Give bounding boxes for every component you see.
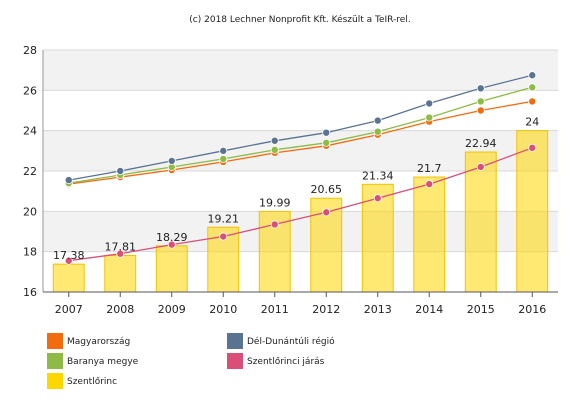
data-label: 17.38 [53,249,85,262]
series-point [425,99,434,108]
series-line [68,74,533,181]
series-point [167,240,176,249]
bar [361,183,394,293]
series-line [68,100,533,185]
series-point [116,249,125,258]
x-tick-label: 2011 [261,303,289,316]
series-point [476,162,485,171]
series-point [425,113,434,122]
x-tick-label: 2015 [467,303,495,316]
series-point [476,84,485,93]
series-line [68,147,533,262]
y-tick-label: 26 [23,84,37,97]
legend: Magyarország Dél-Dunántúli régió Baranya m… [47,333,335,389]
legend-swatch [47,373,63,389]
x-tick-label: 2012 [312,303,340,316]
data-label: 19.21 [208,212,240,225]
series-point [219,232,228,241]
x-tick-label: 2008 [106,303,134,316]
data-label: 18.29 [156,231,188,244]
legend-swatch [47,353,63,369]
y-tick-label: 24 [23,125,37,138]
series-point [270,145,279,154]
series-point [64,176,73,185]
bar [52,263,85,293]
x-tick-label: 2014 [415,303,443,316]
x-tick-label: 2010 [209,303,237,316]
bar [104,254,137,293]
series-point [116,166,125,175]
legend-swatch [227,353,243,369]
bar [413,176,446,293]
data-label: 19.99 [259,197,291,210]
data-label: 20.65 [311,183,343,196]
y-tick-label: 20 [23,205,37,218]
legend-swatch [47,333,63,349]
series-point [476,97,485,106]
series-point [476,106,485,115]
series-point [528,83,537,92]
y-tick-label: 16 [23,286,37,299]
x-tick-label: 2009 [158,303,186,316]
data-label: 21.34 [362,169,394,182]
axes: 16 18 20 22 24 26 28 2007 2008 2009 2010 2011 2012 20… [23,44,558,316]
legend-label: Baranya megye [67,357,139,367]
series-point [219,154,228,163]
series-point [425,180,434,189]
data-label: 24 [525,116,539,129]
legend-label: Szentlőrinci járás [247,357,325,367]
x-tick-label: 2007 [55,303,83,316]
bar [464,151,497,293]
series-point [270,136,279,145]
series-point [373,194,382,203]
credit-text: (c) 2018 Lechner Nonprofit Kft. Készült … [189,14,410,25]
series-point [528,97,537,106]
series-point [322,138,331,147]
series-points [64,71,537,265]
series-point [373,116,382,125]
y-tick-label: 28 [23,44,37,57]
series-point [528,71,537,80]
bar [516,130,549,293]
x-tick-label: 2013 [364,303,392,316]
data-label: 21.7 [417,162,442,175]
y-tick-label: 22 [23,165,37,178]
series-point [219,146,228,155]
series-line [68,86,533,184]
legend-label: Szentlőrinc [67,377,117,387]
legend-label: Magyarország [67,337,130,347]
data-labels: 17.38 17.81 18.29 19.21 19.99 20.65 21.34 21.7 2… [53,116,539,263]
series-point [270,220,279,229]
legend-label: Dél-Dunántúli régió [247,336,335,347]
data-label: 17.81 [105,240,137,253]
x-tick-label: 2016 [518,303,546,316]
series-point [64,256,73,265]
series-point [373,127,382,136]
series-point [528,143,537,152]
y-tick-label: 18 [23,246,37,259]
series-point [322,128,331,137]
legend-swatch [227,333,243,349]
grid-band [43,50,558,91]
series-lines [68,74,533,262]
data-label: 22.94 [465,137,497,150]
series-point [322,208,331,217]
bar [155,245,188,293]
series-point [167,156,176,165]
